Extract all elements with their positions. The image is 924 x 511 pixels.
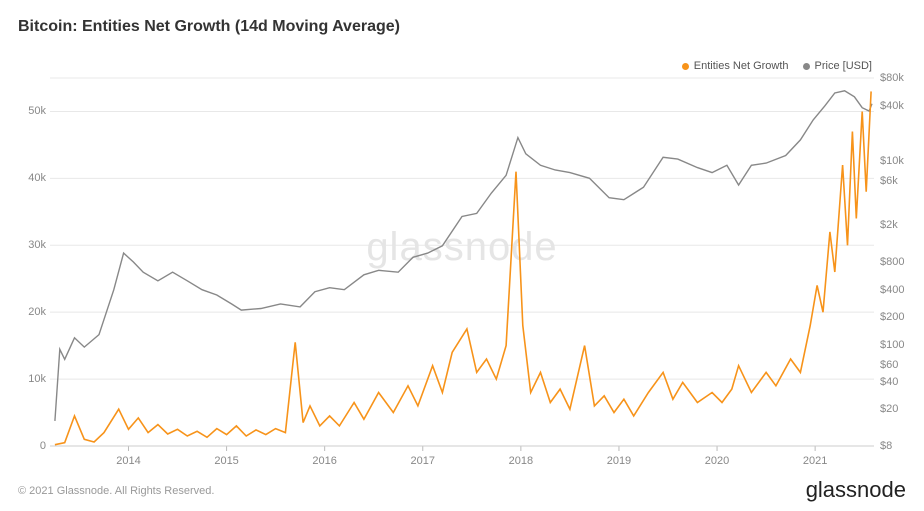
axis-tick-label: $6k [880,175,898,187]
axis-tick-label: 0 [6,440,46,452]
axis-tick-label: $8 [880,440,892,452]
axis-tick-label: $2k [880,219,898,231]
svg-text:2021: 2021 [803,455,827,467]
axis-tick-label: $200 [880,311,904,323]
axis-tick-label: 10k [6,373,46,385]
axis-tick-label: 40k [6,172,46,184]
svg-text:2014: 2014 [116,455,140,467]
legend-dot-price [803,63,810,70]
svg-text:2020: 2020 [705,455,729,467]
axis-tick-label: $100 [880,339,904,351]
axis-tick-label: 50k [6,105,46,117]
axis-tick-label: 30k [6,239,46,251]
axis-tick-label: $40k [880,100,904,112]
axis-tick-label: $40 [880,376,898,388]
axis-tick-label: $800 [880,256,904,268]
axis-tick-label: 20k [6,306,46,318]
svg-text:2017: 2017 [411,455,435,467]
chart-title: Bitcoin: Entities Net Growth (14d Moving… [18,18,400,36]
axis-tick-label: $60 [880,359,898,371]
copyright-text: © 2021 Glassnode. All Rights Reserved. [18,485,214,497]
svg-text:2015: 2015 [214,455,238,467]
axis-tick-label: $20 [880,403,898,415]
legend-dot-entities [682,63,689,70]
watermark: glassnode [366,225,557,269]
axis-tick-label: $10k [880,155,904,167]
chart-plot: glassnode 2014 2015 2016 2017 2018 2019 2020 20… [50,70,874,470]
axis-tick-label: $400 [880,284,904,296]
brand-logo: glassnode [806,477,906,503]
svg-text:2019: 2019 [607,455,631,467]
axis-tick-label: $80k [880,72,904,84]
svg-text:2018: 2018 [509,455,533,467]
svg-text:2016: 2016 [312,455,336,467]
